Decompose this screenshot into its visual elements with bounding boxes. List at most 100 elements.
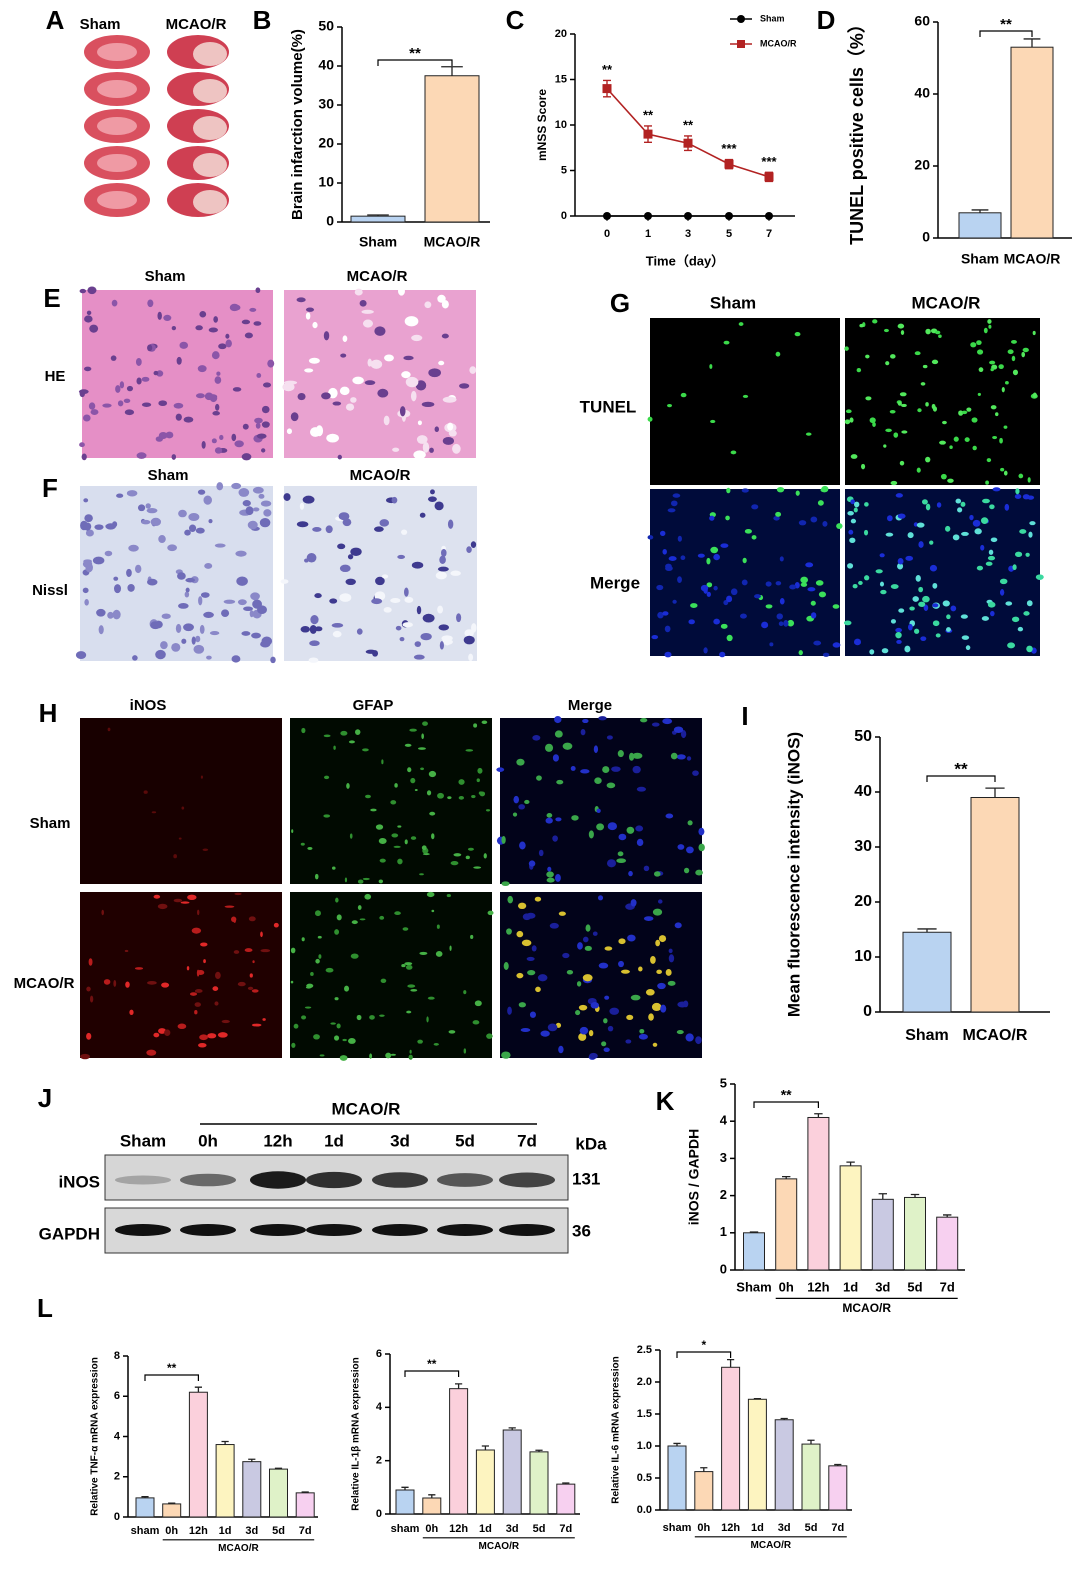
panel-letter: I: [741, 701, 748, 731]
cell: [922, 364, 928, 369]
cell: [419, 512, 426, 518]
cell: [845, 409, 852, 414]
cell: [195, 635, 201, 643]
cell: [985, 561, 993, 566]
cell: [545, 817, 553, 824]
micrograph: [290, 892, 492, 1058]
point-label: **: [602, 62, 613, 77]
cell: [1019, 529, 1027, 534]
cell: [907, 532, 914, 539]
cell: [158, 1028, 167, 1034]
cell: [185, 587, 190, 593]
cell: [853, 507, 858, 513]
cell: [935, 633, 941, 638]
cell: [390, 1053, 397, 1056]
cell: [302, 495, 315, 504]
cell: [730, 588, 738, 596]
cell: [865, 396, 872, 401]
cell: [881, 648, 889, 654]
cell: [411, 334, 423, 342]
cell: [283, 380, 298, 385]
cell: [627, 934, 636, 942]
cell: [197, 365, 207, 373]
cell: [153, 1032, 160, 1038]
y-tick-label: 5: [561, 164, 567, 176]
cell: [858, 580, 863, 585]
cell: [314, 593, 322, 599]
error-bar: [141, 1496, 149, 1498]
cell: [555, 873, 561, 882]
cell: [789, 584, 797, 590]
x-axis-title: Time（day）: [646, 253, 725, 268]
cell: [980, 544, 985, 551]
cell: [1003, 470, 1008, 476]
cell: [197, 909, 200, 916]
lane-label: 5d: [455, 1131, 475, 1150]
cell: [776, 613, 783, 620]
cell: [323, 331, 330, 341]
cell: [925, 328, 931, 335]
cell: [847, 511, 854, 516]
cell: [383, 607, 392, 613]
bar: [721, 1366, 741, 1511]
cell: [976, 565, 984, 571]
cell: [410, 777, 416, 784]
x-tick-label: 5d: [805, 1522, 818, 1534]
cell: [512, 812, 518, 817]
column-label: MCAO/R: [350, 467, 411, 484]
x-tick-label: MCAO/R: [424, 234, 481, 250]
cell: [323, 734, 331, 738]
cell: [609, 1007, 620, 1015]
cell: [695, 1036, 702, 1045]
cell: [688, 619, 695, 625]
cell: [438, 360, 445, 366]
cell: [435, 951, 443, 957]
cell: [107, 727, 111, 732]
cell: [404, 596, 414, 603]
row-label: TUNEL: [580, 397, 637, 416]
significance-bracket: [926, 775, 996, 782]
brain-slice-core: [97, 117, 137, 135]
x-tick-label: 3d: [245, 1525, 258, 1537]
cell: [191, 927, 202, 934]
cell: [900, 330, 905, 335]
cell: [650, 956, 656, 964]
cell: [976, 340, 982, 346]
cell: [370, 808, 377, 812]
cell: [905, 555, 914, 561]
cell: [971, 417, 978, 423]
cell: [153, 894, 161, 899]
cell: [992, 487, 1001, 492]
cell: [516, 758, 525, 766]
cell: [611, 766, 621, 772]
cell: [647, 535, 654, 540]
cell: [402, 927, 409, 931]
cell: [1007, 642, 1016, 649]
cell: [349, 833, 353, 839]
micrograph: [845, 489, 1040, 656]
cell: [999, 437, 1003, 444]
cell: [305, 312, 311, 320]
cell: [897, 401, 902, 406]
cell: [966, 407, 972, 412]
lane-label: 0h: [198, 1131, 218, 1150]
cell: [129, 1009, 134, 1016]
cell: [1017, 626, 1024, 632]
cell: [985, 480, 989, 485]
unit-label: kDa: [575, 1134, 607, 1153]
y-tick-label: 0: [326, 213, 334, 229]
cell: [686, 756, 692, 761]
cell: [709, 364, 713, 369]
cell: [723, 340, 730, 345]
cell: [307, 846, 313, 850]
cell: [374, 326, 386, 336]
cell: [942, 420, 947, 425]
cell: [458, 779, 465, 785]
cell: [270, 656, 276, 664]
marker: [724, 159, 734, 169]
cell: [955, 498, 962, 504]
cell: [304, 1006, 312, 1009]
cell: [167, 544, 178, 552]
cell: [665, 813, 674, 819]
cell: [147, 299, 154, 308]
